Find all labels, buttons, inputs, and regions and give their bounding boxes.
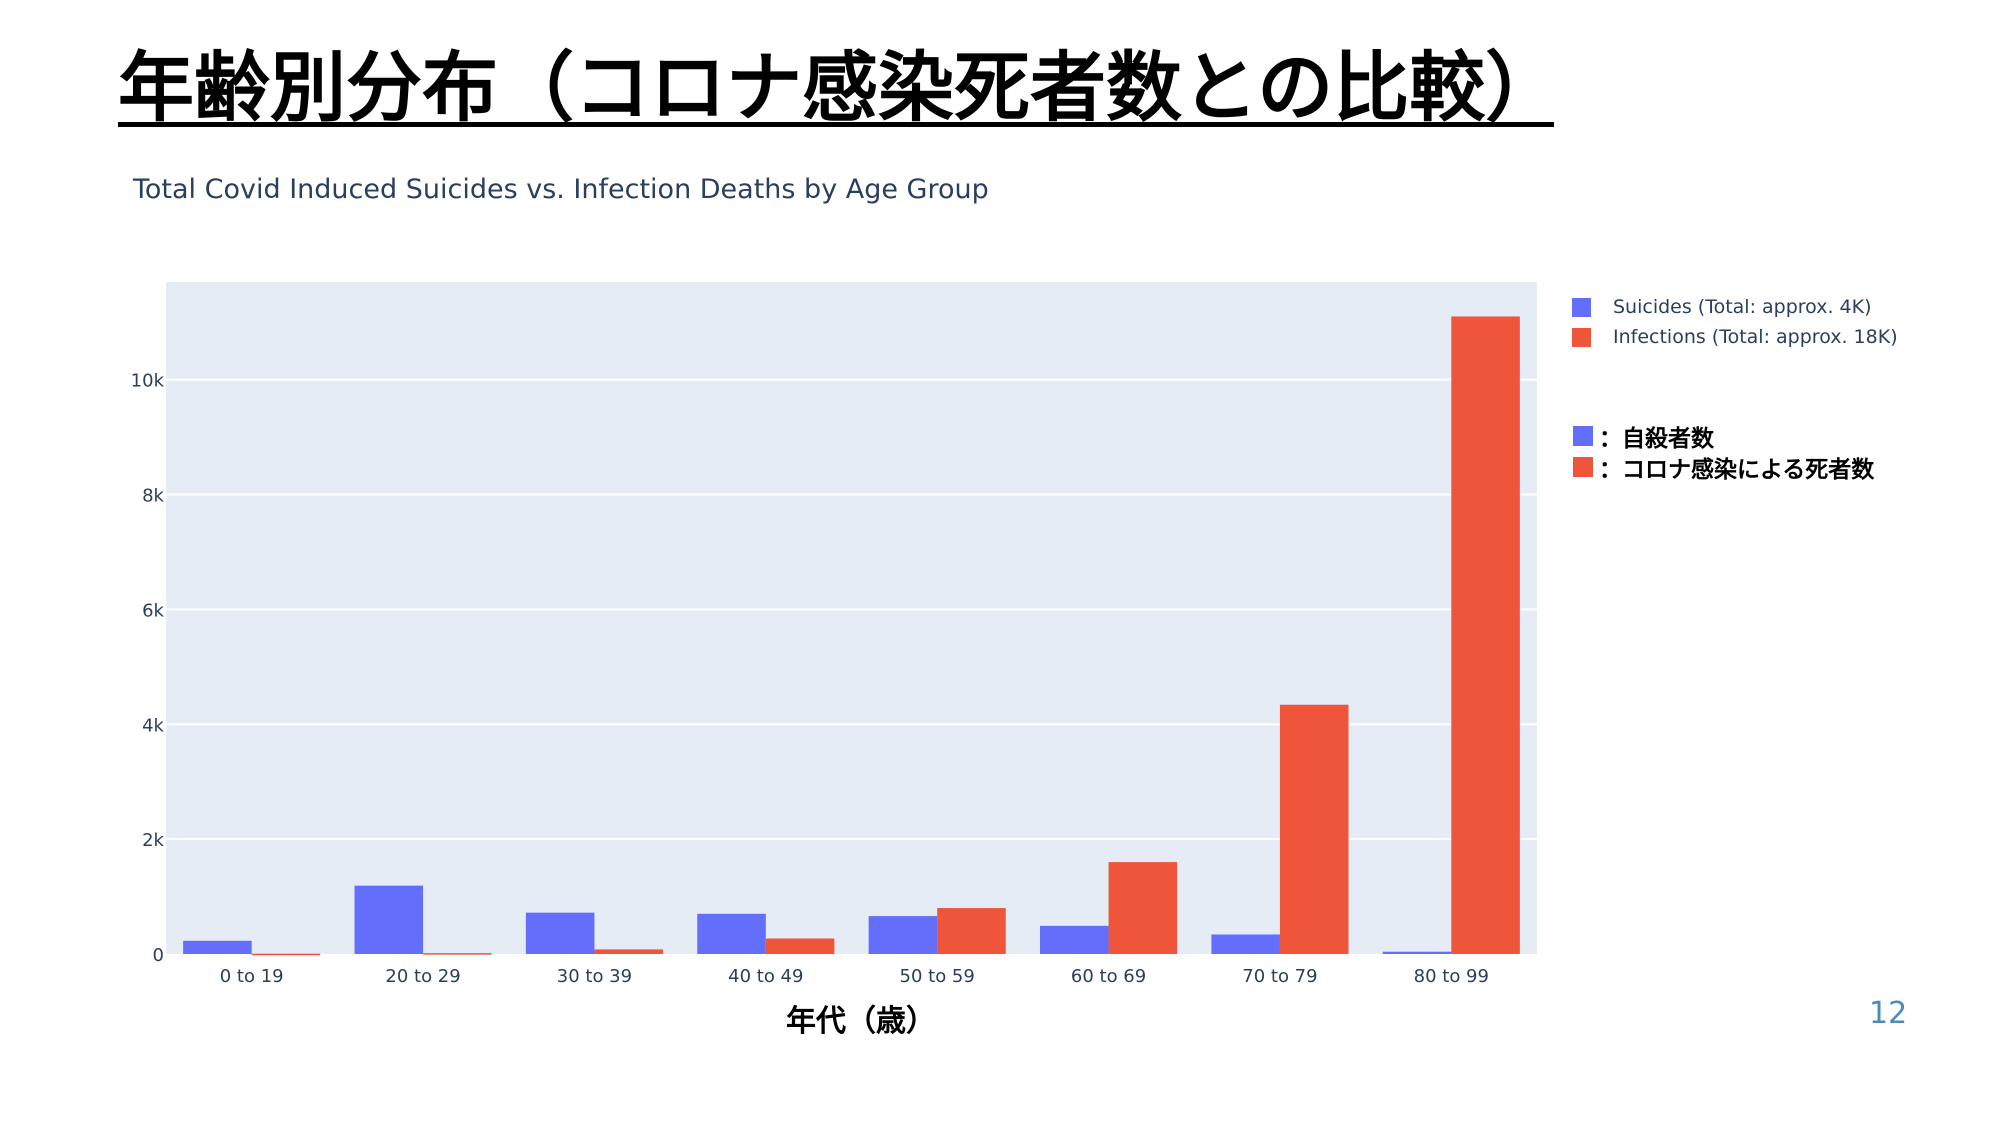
y-tick-label: 10k	[131, 371, 165, 392]
legend-label: Suicides (Total: approx. 4K)	[1613, 296, 1872, 318]
x-tick-label: 50 to 59	[900, 966, 975, 987]
bar-suicides[interactable]	[525, 912, 595, 954]
y-tick-label: 8k	[142, 486, 164, 507]
legend-swatch-suicides	[1572, 297, 1591, 317]
title-underline	[118, 122, 1554, 127]
jp-swatch-infections	[1573, 456, 1593, 477]
bar-infections[interactable]	[765, 938, 835, 954]
y-tick-label: 0	[153, 945, 164, 966]
x-tick-label: 20 to 29	[385, 966, 460, 987]
bar-infections[interactable]	[251, 953, 321, 956]
x-tick-label: 30 to 39	[557, 966, 632, 987]
jp-legend-label: ：自殺者数	[1599, 425, 1714, 452]
chart-legend: Suicides (Total: approx. 4K) Infections …	[1572, 292, 1898, 352]
bar-infections[interactable]	[423, 953, 492, 955]
bar-suicides[interactable]	[1382, 951, 1452, 954]
y-tick-label: 4k	[142, 715, 164, 736]
y-axis-ticks: 0 2k 4k 6k 8k 10k	[131, 371, 165, 966]
bar-suicides[interactable]	[354, 885, 424, 954]
bar-suicides[interactable]	[183, 940, 252, 954]
bar-infections[interactable]	[1451, 316, 1520, 954]
x-axis-title: 年代（歳）	[786, 1004, 936, 1039]
x-tick-label: 80 to 99	[1414, 966, 1489, 987]
x-tick-label: 40 to 49	[728, 966, 803, 987]
bar-infections[interactable]	[1279, 704, 1349, 954]
slide-title: 年齢別分布（コロナ感染死者数との比較）	[118, 43, 1562, 132]
bar-infections[interactable]	[594, 949, 663, 954]
legend-swatch-infections	[1572, 327, 1591, 347]
legend-item-infections[interactable]: Infections (Total: approx. 18K)	[1572, 322, 1898, 352]
bar-suicides[interactable]	[1040, 925, 1109, 954]
jp-legend-label: ：コロナ感染による死者数	[1599, 456, 1875, 483]
bar-suicides[interactable]	[697, 913, 766, 954]
page-number: 12	[1869, 996, 1908, 1031]
x-tick-label: 70 to 79	[1242, 966, 1317, 987]
jp-swatch-suicides	[1573, 425, 1593, 446]
bar-suicides[interactable]	[868, 916, 938, 954]
x-axis-ticks: 0 to 19 20 to 29 30 to 39 40 to 49 50 to 59 6…	[220, 966, 1489, 987]
bar-suicides[interactable]	[1211, 934, 1280, 954]
japanese-legend: ：自殺者数 ：コロナ感染による死者数	[1573, 420, 1875, 483]
bar-infections[interactable]	[1108, 862, 1178, 954]
y-tick-label: 2k	[142, 830, 164, 851]
bars	[183, 316, 1520, 956]
bar-infections[interactable]	[937, 908, 1006, 954]
jp-legend-item-infections: ：コロナ感染による死者数	[1573, 451, 1875, 483]
chart-title: Total Covid Induced Suicides vs. Infecti…	[133, 174, 989, 205]
x-tick-label: 60 to 69	[1071, 966, 1146, 987]
legend-item-suicides[interactable]: Suicides (Total: approx. 4K)	[1572, 292, 1898, 322]
x-tick-label: 0 to 19	[220, 966, 284, 987]
legend-label: Infections (Total: approx. 18K)	[1613, 326, 1898, 348]
jp-legend-item-suicides: ：自殺者数	[1573, 420, 1874, 452]
y-tick-label: 6k	[142, 600, 164, 621]
